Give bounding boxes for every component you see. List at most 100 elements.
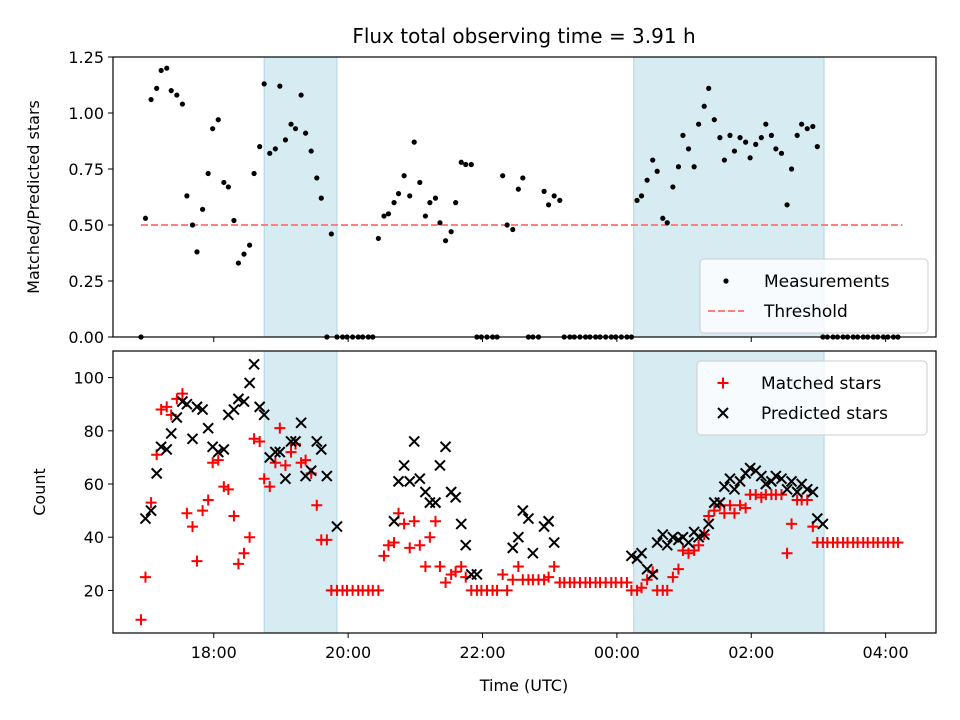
top-point-dot-14 (210, 126, 216, 132)
bottom-point-plus-59 (440, 576, 452, 588)
bottom-y-tick-label-0: 20 (84, 581, 104, 600)
bottom-point-plus-97 (636, 582, 648, 594)
bottom-point-plus-29 (285, 446, 297, 458)
bottom-point-plus-13 (202, 494, 214, 506)
top-point-dot-12 (199, 206, 206, 212)
bottom-point-x-61 (548, 536, 560, 549)
top-point-dot-25 (267, 150, 273, 156)
top-series-measurements (138, 65, 901, 340)
bottom-y-tick-label-2: 60 (84, 475, 104, 494)
x-axis-label: Time (UTC) (479, 676, 568, 695)
bottom-point-x-10 (191, 401, 203, 413)
bottom-axes-frame (112, 350, 937, 634)
top-point-dot-114 (727, 132, 733, 138)
bottom-point-plus-61 (450, 566, 462, 578)
top-point-dot-54 (417, 179, 423, 186)
bottom-point-plus-46 (372, 584, 384, 596)
bottom-point-plus-51 (398, 518, 410, 530)
top-y-tick-label-2: 0.50 (68, 216, 104, 235)
bottom-point-plus-62 (455, 560, 467, 572)
top-point-dot-33 (308, 148, 314, 154)
top-point-dot-118 (747, 155, 753, 161)
top-point-dot-8 (179, 101, 186, 107)
bottom-legend-marker-0 (717, 377, 729, 389)
top-point-dot-126 (788, 166, 795, 172)
top-point-dot-61 (453, 200, 459, 206)
bottom-point-plus-113 (718, 507, 730, 519)
bottom-point-x-38 (392, 475, 405, 488)
bottom-point-plus-108 (693, 539, 705, 551)
bottom-point-plus-117 (740, 502, 752, 514)
bottom-point-x-81 (724, 472, 736, 485)
bottom-point-plus-70 (497, 568, 509, 580)
bottom-point-x-41 (408, 435, 420, 448)
top-point-dot-60 (448, 229, 454, 235)
bottom-point-plus-110 (703, 510, 715, 522)
top-point-dot-32 (302, 130, 309, 136)
bottom-point-x-8 (181, 398, 193, 410)
bottom-point-plus-52 (404, 542, 416, 554)
bottom-point-x-60 (542, 515, 555, 527)
top-point-dot-4 (158, 67, 164, 74)
bottom-point-x-66 (647, 568, 659, 581)
bottom-point-x-80 (718, 480, 731, 493)
bottom-point-x-70 (667, 531, 679, 543)
bottom-legend-label-0: Matched stars (761, 374, 881, 394)
top-point-dot-71 (504, 222, 510, 228)
bottom-point-plus-22 (248, 433, 260, 445)
bottom-y-tick-label-3: 80 (84, 422, 104, 441)
bottom-point-x-57 (522, 512, 535, 525)
bottom-point-plus-20 (238, 547, 250, 559)
top-point-dot-117 (743, 139, 749, 145)
top-point-dot-63 (463, 161, 469, 168)
bottom-point-x-69 (661, 539, 673, 551)
bottom-point-x-94 (791, 486, 803, 498)
top-y-axis-label: Matched/Predicted stars (24, 100, 43, 294)
x-tick-label-1: 20:00 (325, 643, 371, 662)
bottom-point-x-32 (305, 465, 317, 477)
top-point-dot-55 (422, 213, 429, 219)
top-point-dot-128 (799, 121, 805, 127)
top-point-dot-98 (644, 177, 650, 183)
top-point-dot-34 (314, 175, 320, 181)
bottom-point-plus-73 (512, 560, 524, 572)
top-point-dot-13 (205, 170, 211, 177)
top-point-dot-102 (664, 220, 670, 226)
top-point-dot-125 (784, 202, 790, 208)
top-point-dot-100 (654, 168, 660, 174)
bottom-point-plus-119 (750, 489, 762, 501)
top-point-dot-58 (437, 220, 443, 226)
top-point-dot-119 (753, 141, 759, 147)
bottom-point-plus-98 (641, 574, 653, 586)
chart-title: Flux total observing time = 3.91 h (352, 24, 695, 48)
top-point-dot-26 (272, 146, 278, 152)
top-point-dot-73 (515, 186, 521, 192)
top-point-dot-51 (401, 173, 407, 179)
bottom-point-x-34 (315, 443, 327, 456)
top-point-dot-10 (189, 222, 196, 228)
bottom-point-x-40 (404, 475, 416, 488)
top-point-dot-56 (427, 200, 433, 206)
bottom-point-plus-27 (274, 422, 286, 434)
top-point-dot-72 (510, 226, 516, 233)
bottom-point-x-53 (471, 568, 483, 581)
bottom-point-x-11 (196, 403, 209, 416)
top-point-dot-96 (634, 197, 640, 203)
bottom-point-x-79 (714, 496, 726, 509)
top-point-dot-6 (168, 88, 174, 94)
top-point-dot-122 (768, 132, 775, 138)
bottom-point-x-26 (274, 446, 286, 458)
top-point-dot-109 (701, 103, 707, 109)
top-legend: Measurements Threshold (699, 258, 929, 334)
bottom-legend: Matched stars Predicted stars (696, 360, 928, 436)
bottom-legend-box (696, 360, 928, 436)
bottom-point-x-3 (155, 441, 167, 453)
top-point-dot-31 (298, 92, 304, 98)
top-panel: 0.00 0.25 0.50 0.75 1.00 1.25 Measurements Thre… (68, 48, 937, 347)
bottom-point-x-77 (702, 518, 715, 530)
bottom-point-x-68 (657, 528, 669, 541)
top-point-dot-121 (763, 121, 769, 127)
top-point-dot-110 (706, 85, 712, 91)
bottom-point-plus-53 (408, 515, 420, 527)
bottom-point-plus-18 (228, 510, 240, 522)
